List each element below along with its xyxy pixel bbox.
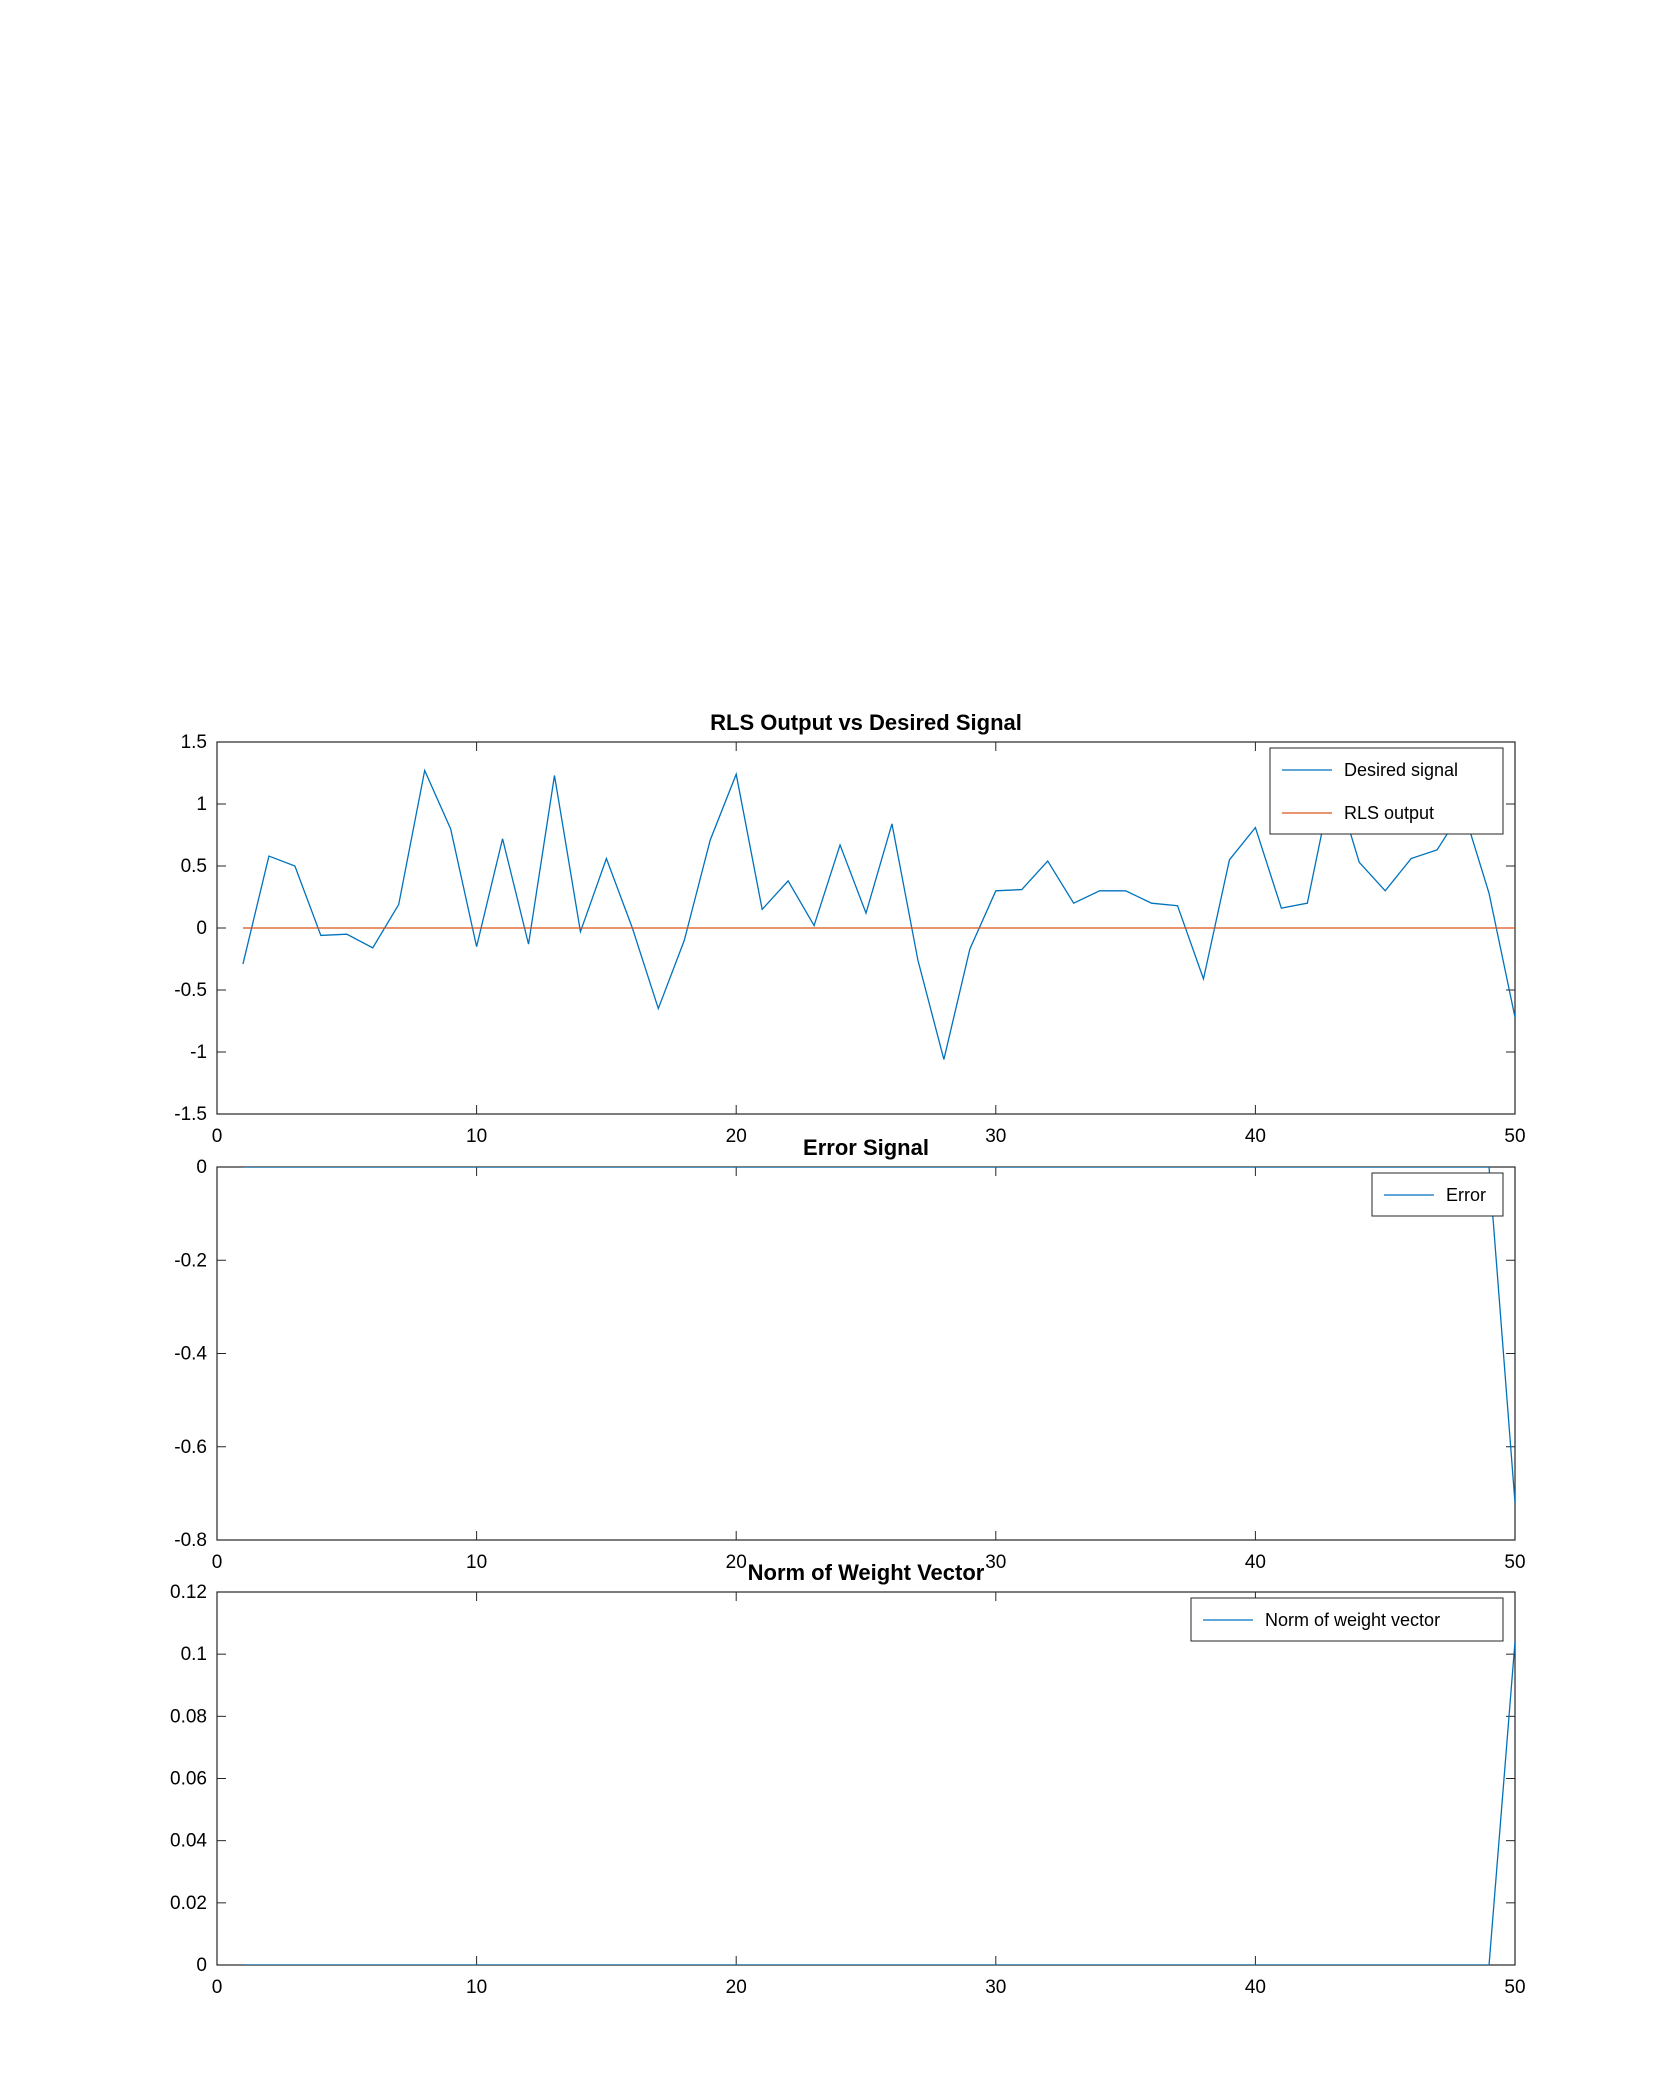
y-tick-label: 0.04 xyxy=(170,1831,207,1852)
x-tick-label: 0 xyxy=(212,1552,223,1573)
x-tick-label: 10 xyxy=(466,1552,487,1573)
chart-title-1: RLS Output vs Desired Signal xyxy=(710,710,1022,735)
legend-entry: Norm of weight vector xyxy=(1265,1610,1440,1630)
y-tick-label: 0 xyxy=(196,1955,207,1976)
x-tick-label: 10 xyxy=(466,1126,487,1147)
chart-title-3: Norm of Weight Vector xyxy=(748,1560,985,1585)
x-tick-label: 50 xyxy=(1504,1552,1525,1573)
x-tick-label: 50 xyxy=(1504,1126,1525,1147)
series-line-desired-signal xyxy=(242,768,1515,1060)
legend-entry: Error xyxy=(1446,1185,1486,1205)
y-tick-label: 0.5 xyxy=(181,856,207,877)
axes-box-3 xyxy=(216,1591,1516,1966)
y-tick-label: 0.1 xyxy=(181,1644,207,1665)
x-tick-label: 30 xyxy=(985,1552,1006,1573)
y-tick-label: -1.5 xyxy=(174,1104,207,1125)
y-tick-label: -0.4 xyxy=(174,1344,207,1365)
y-tick-label: 0.02 xyxy=(170,1893,207,1914)
x-tick-label: 20 xyxy=(726,1126,747,1147)
chart-1: 0 10 20 30 40 50 -1.5 -1 -0.5 0 0.5 1 1.5 RLS Output … xyxy=(174,710,1525,1147)
y-tick-label: -0.8 xyxy=(174,1530,207,1551)
y-tick-label: -0.6 xyxy=(174,1437,207,1458)
y-tick-label: 0.08 xyxy=(170,1706,207,1727)
y-tick-label: -1 xyxy=(190,1042,207,1063)
x-tick-label: 50 xyxy=(1504,1977,1525,1998)
series-line-norm-of-weight-vector xyxy=(242,1641,1515,1965)
legend-entry: RLS output xyxy=(1344,803,1434,823)
x-tick-label: 10 xyxy=(466,1977,487,1998)
y-tick-label: 0 xyxy=(196,1157,207,1178)
legend-box-1 xyxy=(1269,747,1504,835)
x-tick-label: 30 xyxy=(985,1126,1006,1147)
chart-2: 0 10 20 30 40 50 -0.8 -0.6 -0.4 -0.2 0 Error Signal… xyxy=(174,1135,1525,1573)
y-tick-label: 0.12 xyxy=(170,1582,207,1603)
y-tick-label: -0.2 xyxy=(174,1250,207,1271)
x-tick-label: 0 xyxy=(212,1977,223,1998)
x-tick-label: 40 xyxy=(1245,1552,1266,1573)
y-tick-label: 0 xyxy=(196,918,207,939)
x-tick-label: 0 xyxy=(212,1126,223,1147)
axes-box-2 xyxy=(216,1166,1516,1541)
series-line-error xyxy=(242,1167,1515,1503)
y-tick-label: 1.5 xyxy=(181,732,207,753)
x-tick-label: 30 xyxy=(985,1977,1006,1998)
x-tick-label: 20 xyxy=(726,1977,747,1998)
chart-3: 0 10 20 30 40 50 0 0.02 0.04 0.06 0.08 0.1 0.12 Norm … xyxy=(170,1560,1526,1998)
x-tick-label: 40 xyxy=(1245,1126,1266,1147)
x-tick-label: 40 xyxy=(1245,1977,1266,1998)
y-tick-label: 1 xyxy=(196,794,207,815)
y-tick-label: 0.06 xyxy=(170,1769,207,1790)
legend-entry: Desired signal xyxy=(1344,760,1458,780)
y-tick-label: -0.5 xyxy=(174,980,207,1001)
x-tick-label: 20 xyxy=(726,1552,747,1573)
chart-title-2: Error Signal xyxy=(803,1135,929,1160)
